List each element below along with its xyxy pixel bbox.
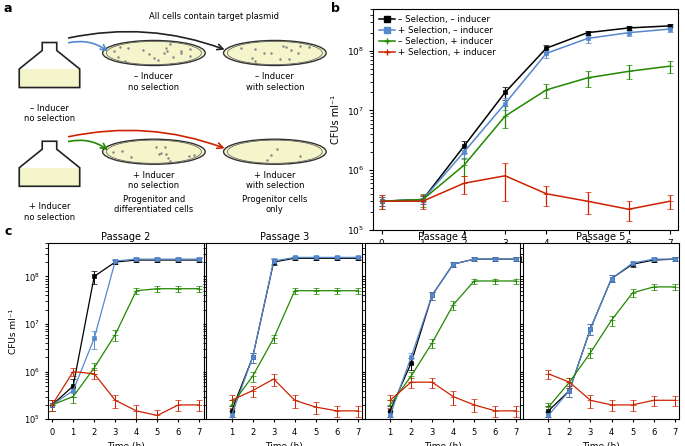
Text: c: c (4, 225, 12, 239)
Ellipse shape (103, 139, 206, 164)
Text: Progenitor cells
only: Progenitor cells only (242, 195, 308, 215)
Polygon shape (19, 168, 79, 186)
Text: – Inducer
no selection: – Inducer no selection (24, 103, 75, 123)
X-axis label: Time (h): Time (h) (424, 442, 462, 446)
Text: + Inducer
with selection: + Inducer with selection (246, 171, 304, 190)
Text: All cells contain target plasmid: All cells contain target plasmid (149, 12, 279, 21)
Text: + Inducer
no selection: + Inducer no selection (128, 171, 179, 190)
Text: + Inducer
no selection: + Inducer no selection (24, 202, 75, 222)
Y-axis label: CFUs ml⁻¹: CFUs ml⁻¹ (9, 309, 18, 354)
X-axis label: Time (h): Time (h) (107, 442, 145, 446)
Ellipse shape (103, 41, 206, 66)
Title: Passage 2: Passage 2 (101, 232, 151, 242)
X-axis label: Time (h): Time (h) (582, 442, 620, 446)
Y-axis label: CFUs ml⁻¹: CFUs ml⁻¹ (332, 95, 341, 144)
Text: – Inducer
with selection: – Inducer with selection (246, 72, 304, 91)
Text: a: a (3, 2, 12, 16)
Ellipse shape (223, 139, 326, 164)
Polygon shape (19, 69, 79, 87)
X-axis label: Time (h): Time (h) (265, 442, 303, 446)
Title: Passage 5: Passage 5 (576, 232, 625, 242)
Text: Progenitor and
differentiated cells: Progenitor and differentiated cells (114, 195, 194, 215)
Text: – Inducer
no selection: – Inducer no selection (128, 72, 179, 91)
Text: b: b (331, 2, 340, 15)
Title: Passage 4: Passage 4 (418, 232, 467, 242)
Legend: – Selection, – inducer, + Selection, – inducer, – Selection, + inducer, + Select: – Selection, – inducer, + Selection, – i… (377, 13, 498, 59)
Ellipse shape (223, 41, 326, 66)
Title: Passage 3: Passage 3 (260, 232, 309, 242)
X-axis label: Time (h): Time (h) (506, 253, 546, 263)
